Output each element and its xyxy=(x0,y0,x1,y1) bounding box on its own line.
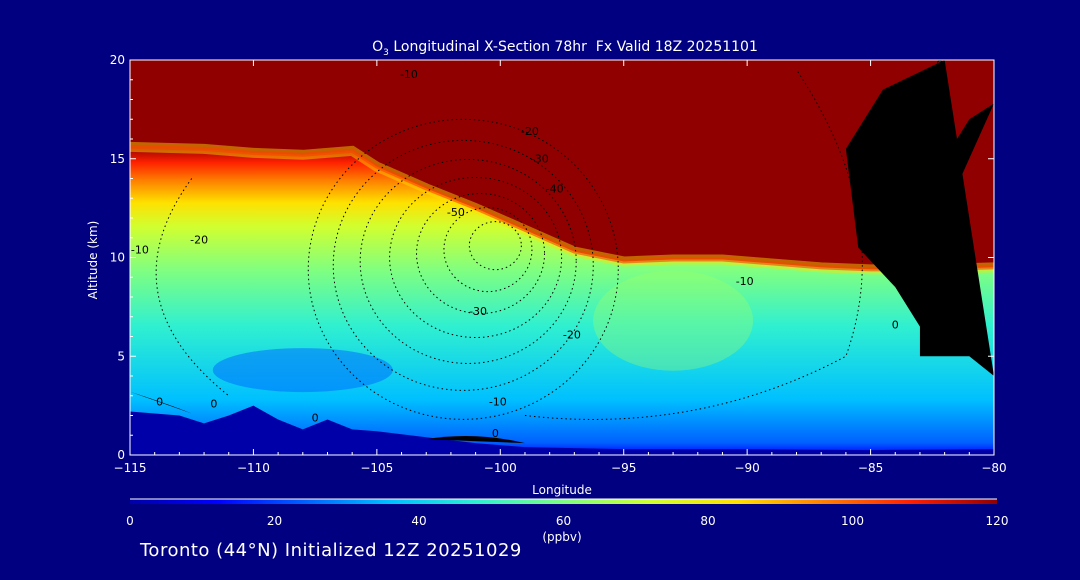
x-tick-label-3: −100 xyxy=(484,461,517,475)
contour-label-16: 0 xyxy=(936,58,943,71)
colorbar-tick-label-3: 60 xyxy=(556,514,571,528)
y-tick-label-0: 0 xyxy=(117,448,125,462)
colorbar: 0 20 40 60 80 100 120 xyxy=(126,498,1009,528)
colorbar-tick-label-2: 40 xyxy=(411,514,426,528)
contour-label-4: -50 xyxy=(447,206,465,219)
x-tick-label-2: −105 xyxy=(360,461,393,475)
colorbar-tick-label-4: 80 xyxy=(700,514,715,528)
contour-east xyxy=(524,69,863,420)
x-tick-label-7: −80 xyxy=(981,461,1006,475)
contour-label-10: -10 xyxy=(489,396,507,409)
tropopause-edge xyxy=(130,144,994,272)
contour-label-7: -30 xyxy=(469,305,487,318)
contour-label-14: 0 xyxy=(492,427,499,440)
zero-contour-east-inner xyxy=(919,103,994,258)
contour-ring-6 xyxy=(468,221,522,271)
contour-label-2: -30 xyxy=(531,153,549,166)
heatmap-field: -10 -20 -30 -40 -50 -10 -20 -30 -20 -10 -10 0 0 0 0 0 0 xyxy=(130,58,994,455)
x-axis-label: Longitude xyxy=(532,483,592,497)
colorbar-tick-label-5: 100 xyxy=(841,514,864,528)
colorbar-tick-label-6: 120 xyxy=(986,514,1009,528)
colorbar-unit-label: (ppbv) xyxy=(542,530,581,544)
mid-ozone-region xyxy=(593,270,754,371)
zero-contour-west xyxy=(130,391,192,414)
contour-ring-2 xyxy=(359,158,577,364)
y-tick-label-2: 10 xyxy=(110,251,125,265)
x-tick-label-1: −110 xyxy=(237,461,270,475)
contour-label-12: 0 xyxy=(210,398,217,411)
x-tick-label-6: −85 xyxy=(858,461,883,475)
zero-contour-low xyxy=(426,436,525,444)
contour-label-6: -20 xyxy=(190,234,208,247)
contour-ring-3 xyxy=(389,177,563,338)
contour-label-3: -40 xyxy=(546,182,564,195)
chart-title: O3 Longitudinal X-Section 78hr Fx Valid … xyxy=(372,39,758,58)
contour-ring-5 xyxy=(443,207,533,293)
contour-label-11: 0 xyxy=(156,396,163,409)
x-tick-label-0: −115 xyxy=(114,461,147,475)
contour-ring-4 xyxy=(416,193,546,315)
contour-label-15: 0 xyxy=(892,319,899,332)
low-ozone-pocket xyxy=(212,348,393,393)
x-tick-label-4: −95 xyxy=(611,461,636,475)
colorbar-tick-label-0: 0 xyxy=(126,514,134,528)
contour-label-9: -10 xyxy=(736,275,754,288)
axes: −115 −110 −105 −100 −95 −90 −85 −80 0 5 10 15 20 xyxy=(110,53,1007,475)
contour-label-8: -20 xyxy=(563,328,581,341)
contour-ring-0 xyxy=(307,118,619,420)
y-tick-label-4: 20 xyxy=(110,53,125,67)
y-axis-label: Altitude (km) xyxy=(86,221,100,300)
terrain xyxy=(130,405,994,455)
colorbar-tick-label-1: 20 xyxy=(267,514,282,528)
colorbar-ramp xyxy=(130,499,997,504)
y-tick-label-3: 15 xyxy=(110,152,125,166)
footer-caption: Toronto (44°N) Initialized 12Z 20251029 xyxy=(140,540,522,561)
contour-label-0: -10 xyxy=(400,68,418,81)
contour-west xyxy=(155,178,230,397)
contour-label-13: 0 xyxy=(312,411,319,424)
contour-label-1: -20 xyxy=(521,125,539,138)
contour-ring-1 xyxy=(332,139,594,391)
x-tick-label-5: −90 xyxy=(734,461,759,475)
y-tick-label-1: 5 xyxy=(117,349,125,363)
contour-label-5: -10 xyxy=(131,244,149,257)
